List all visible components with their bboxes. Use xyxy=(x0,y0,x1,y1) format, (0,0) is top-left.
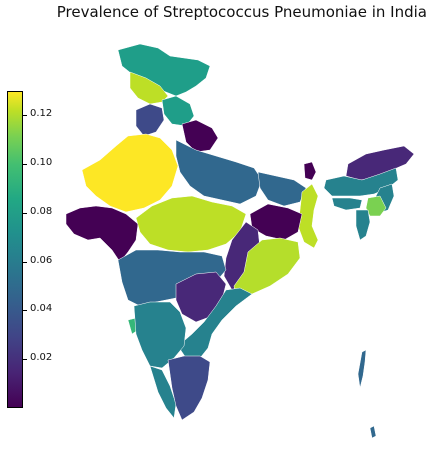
map-title: Prevalence of Streptococcus Pneumoniae i… xyxy=(56,3,427,21)
colorbar-tick-label: 0.02 xyxy=(30,352,53,364)
region-punjab xyxy=(135,103,165,137)
region-sikkim xyxy=(303,161,317,181)
colorbar-tick-label: 0.10 xyxy=(30,157,53,169)
region-andhra-pradesh xyxy=(177,287,253,359)
colorbar-tick-mark xyxy=(23,359,27,361)
region-haryana xyxy=(181,119,219,153)
colorbar-tick-label: 0.08 xyxy=(30,205,53,217)
colorbar-tick-mark xyxy=(23,115,27,117)
region-rajasthan xyxy=(81,133,179,213)
region-tripura xyxy=(365,195,387,217)
region-tamil-nadu xyxy=(167,355,211,421)
colorbar-tick-mark xyxy=(23,164,27,166)
region-andaman-nicobar xyxy=(357,349,367,389)
colorbar-tick-label: 0.06 xyxy=(30,254,53,266)
colorbar-tick-mark xyxy=(23,212,27,214)
region-madhya-pradesh xyxy=(135,195,247,253)
region-meghalaya xyxy=(331,197,363,211)
region-kerala xyxy=(149,365,177,419)
region-uttarakhand xyxy=(161,95,195,127)
region-karnataka xyxy=(133,301,187,369)
colorbar-tick-mark xyxy=(23,261,27,263)
region-bihar xyxy=(257,171,307,207)
region-nicobar xyxy=(369,425,377,439)
colorbar-tick-label: 0.12 xyxy=(30,108,53,120)
region-mizoram xyxy=(355,209,371,241)
region-odisha xyxy=(233,237,301,299)
colorbar-tick-mark xyxy=(23,310,27,312)
region-himachal-pradesh xyxy=(129,71,169,105)
colorbar xyxy=(7,91,23,408)
region-uttar-pradesh xyxy=(175,139,263,205)
colorbar-tick-label: 0.04 xyxy=(30,303,53,315)
region-gujarat xyxy=(65,205,139,263)
